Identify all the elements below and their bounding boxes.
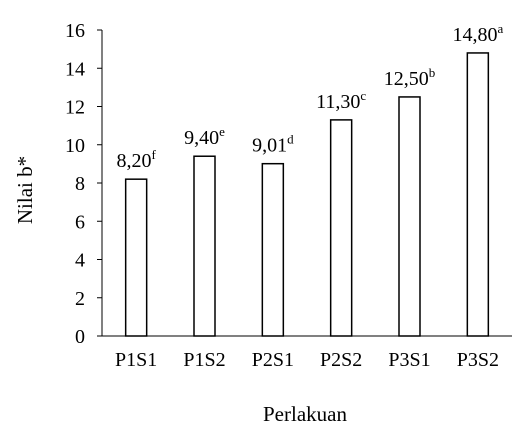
bar-p3s1 — [398, 96, 421, 337]
x-tick-label-p2s1: P2S1 — [252, 349, 294, 371]
significance-letter: d — [287, 132, 294, 147]
significance-letter: e — [219, 124, 225, 139]
bar-p2s1 — [261, 162, 285, 337]
x-tick-label-p2s2: P2S2 — [320, 349, 362, 371]
y-tick-label: 12 — [65, 97, 85, 119]
y-axis-ticks: 0 2 4 6 8 10 12 14 16 — [65, 20, 102, 348]
data-label-p2s1: 9,01d — [252, 132, 294, 157]
axes-group — [101, 30, 512, 337]
significance-letter: b — [429, 65, 436, 80]
significance-letter: f — [151, 147, 156, 162]
y-tick-label: 0 — [75, 326, 85, 348]
data-label-p2s2: 11,30c — [316, 88, 366, 113]
bar-p2s2 — [329, 119, 353, 337]
y-tick-label: 4 — [75, 250, 85, 272]
y-tick-label: 10 — [65, 135, 85, 157]
significance-letter: c — [360, 88, 366, 103]
x-tick-label-p1s1: P1S1 — [115, 349, 157, 371]
y-tick-label: 2 — [75, 288, 85, 310]
data-label-p1s2: 9,40e — [184, 124, 225, 149]
x-axis-ticks: P1S1 P1S2 P2S1 P2S2 P3S1 P3S2 — [115, 349, 499, 371]
x-tick-label-p3s2: P3S2 — [457, 349, 499, 371]
bar-p1s1 — [124, 178, 148, 337]
y-tick-label: 16 — [65, 20, 85, 42]
significance-letter: a — [497, 21, 503, 36]
y-tick-label: 8 — [75, 173, 85, 195]
data-label-p3s1: 12,50b — [384, 65, 436, 90]
bars-group — [124, 52, 490, 337]
y-tick-label: 6 — [75, 211, 85, 233]
data-label-p3s2: 14,80a — [452, 21, 503, 46]
bar-p3s2 — [466, 52, 490, 337]
data-label-p1s1: 8,20f — [116, 147, 156, 172]
y-axis-title: Nilai b* — [13, 156, 37, 224]
y-tick-label: 14 — [65, 58, 85, 80]
x-tick-label-p1s2: P1S2 — [183, 349, 225, 371]
x-axis-title: Perlakuan — [263, 402, 347, 426]
data-labels-group: 8,20f 9,40e 9,01d 11,30c 12,50b 14,80a — [116, 21, 503, 172]
x-tick-label-p3s1: P3S1 — [388, 349, 430, 371]
bar-p1s2 — [193, 155, 216, 337]
